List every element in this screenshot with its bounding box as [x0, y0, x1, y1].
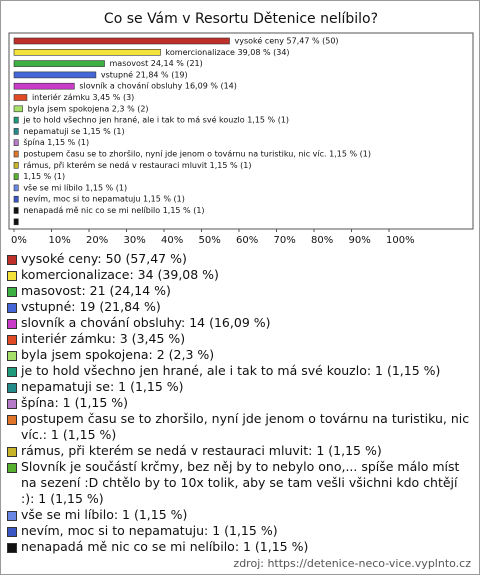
bar: [13, 116, 19, 124]
legend-swatch: [7, 383, 17, 393]
value-label: komercionalizace 39,08 % (34): [166, 48, 290, 57]
legend-swatch: [7, 399, 17, 409]
legend-item: rámus, při kterém se nedá v restauraci m…: [7, 443, 471, 459]
bar: [13, 150, 19, 158]
legend-item: je to hold všechno jen hrané, ale i tak …: [7, 363, 471, 379]
bar: [13, 60, 105, 67]
source: zdroj: https://detenice-neco-vice.vyplnt…: [233, 557, 471, 570]
legend-swatch: [7, 447, 17, 457]
chart-title: Co se Vám v Resortu Dětenice nelíbilo?: [104, 11, 378, 27]
legend-item: interiér zámku: 3 (3,45 %): [7, 331, 471, 347]
legend-label: vysoké ceny: 50 (57,47 %): [21, 251, 187, 266]
legend-label: komercionalizace: 34 (39,08 %): [21, 267, 219, 282]
legend-swatch: [7, 271, 17, 281]
legend-label: nepamatuji se: 1 (1,15 %): [21, 379, 184, 394]
value-label: byla jsem spokojena 2,3 % (2): [28, 104, 149, 113]
plot-frame: [8, 32, 474, 230]
legend-item: masovost: 21 (24,14 %): [7, 283, 471, 299]
legend-swatch: [7, 463, 17, 473]
bar: [13, 195, 19, 203]
legend-label: postupem času se to zhoršilo, nyní jde j…: [21, 411, 470, 442]
legend-label: nevím, moc si to nepamatuju: 1 (1,15 %): [21, 523, 278, 538]
bar: [13, 71, 97, 79]
value-label: vše se mi líbilo 1,15 % (1): [23, 182, 127, 192]
value-label: 1,15 % (1): [23, 172, 65, 181]
legend-item: vysoké ceny: 50 (57,47 %): [7, 251, 471, 267]
legend-swatch: [7, 527, 17, 537]
bar: [13, 128, 19, 135]
legend-swatch: [7, 543, 17, 553]
legend-label: rámus, při kterém se nedá v restauraci m…: [21, 443, 382, 458]
legend-swatch: [7, 255, 17, 265]
bar: [13, 207, 19, 214]
x-tick-label: 40%: [161, 235, 183, 246]
value-label: masovost 24,14 % (21): [110, 59, 203, 68]
bar: [13, 162, 19, 169]
legend-label: byla jsem spokojena: 2 (2,3 %): [21, 347, 215, 362]
legend-label: slovník a chování obsluhy: 14 (16,09 %): [21, 315, 271, 330]
bar: [13, 173, 19, 180]
legend-item: komercionalizace: 34 (39,08 %): [7, 267, 471, 283]
value-label: vysoké ceny 57,47 % (50): [235, 36, 339, 46]
legend-item: byla jsem spokojena: 2 (2,3 %): [7, 347, 471, 363]
value-label: slovník a chování obsluhy 16,09 % (14): [79, 82, 237, 91]
legend-item: vše se mi líbilo: 1 (1,15 %): [7, 507, 471, 523]
x-tick-label: 30%: [124, 235, 146, 246]
bar: [13, 139, 19, 146]
legend-label: špína: 1 (1,15 %): [21, 395, 129, 410]
bar: [13, 218, 19, 226]
value-label: nevím, moc si to nepamatuju 1,15 % (1): [23, 195, 185, 204]
value-label: špína 1,15 % (1): [23, 137, 89, 147]
x-tick-label: 90%: [349, 235, 371, 246]
legend-label: je to hold všechno jen hrané, ale i tak …: [21, 363, 441, 378]
legend-swatch: [7, 319, 17, 329]
legend-label: Slovník je součástí krčmy, bez něj by to…: [21, 459, 460, 506]
value-label: nepamatuji se 1,15 % (1): [23, 127, 124, 136]
chart: Co se Vám v Resortu Dětenice nelíbilo? 0…: [8, 11, 474, 246]
legend-swatch: [7, 351, 17, 361]
legend-swatch: [7, 415, 17, 425]
value-label: vstupné 21,84 % (19): [101, 69, 188, 79]
legend-label: interiér zámku: 3 (3,45 %): [21, 331, 186, 346]
x-tick-label: 70%: [274, 235, 296, 246]
x-tick-label: 20%: [86, 235, 108, 246]
legend-item: špína: 1 (1,15 %): [7, 395, 471, 411]
value-label: interiér zámku 3,45 % (3): [32, 92, 134, 102]
x-tick-label: 100%: [386, 235, 415, 246]
bar: [13, 184, 19, 192]
x-tick-label: 60%: [236, 235, 258, 246]
legend-swatch: [7, 511, 17, 521]
legend-label: vše se mi líbilo: 1 (1,15 %): [21, 507, 188, 522]
legend-item: vstupné: 19 (21,84 %): [7, 299, 471, 315]
legend-item: Slovník je součástí krčmy, bez něj by to…: [7, 459, 471, 507]
legend-label: masovost: 21 (24,14 %): [21, 283, 171, 298]
bar: [13, 37, 230, 45]
legend-swatch: [7, 335, 17, 345]
legend-label: nenapadá mě nic co se mi nelíbilo: 1 (1,…: [21, 539, 309, 554]
legend-item: nepamatuji se: 1 (1,15 %): [7, 379, 471, 395]
bar: [13, 105, 23, 113]
legend-swatch: [7, 367, 17, 377]
value-label: rámus, při kterém se nedá v restauraci m…: [23, 160, 251, 170]
value-label: je to hold všechno jen hrané, ale i tak …: [22, 115, 289, 125]
legend-label: vstupné: 19 (21,84 %): [21, 299, 161, 314]
bar: [13, 94, 28, 101]
value-label: postupem času se to zhoršilo, nyní jde j…: [23, 149, 371, 159]
legend-item: nevím, moc si to nepamatuju: 1 (1,15 %): [7, 523, 471, 539]
x-tick-label: 80%: [311, 235, 333, 246]
legend: vysoké ceny: 50 (57,47 %) komercionalizac…: [7, 251, 471, 555]
legend-item: nenapadá mě nic co se mi nelíbilo: 1 (1,…: [7, 539, 471, 555]
legend-item: slovník a chování obsluhy: 14 (16,09 %): [7, 315, 471, 331]
bar: [13, 82, 75, 90]
legend-swatch: [7, 303, 17, 313]
legend-swatch: [7, 287, 17, 297]
x-tick-label: 10%: [49, 235, 71, 246]
bar: [13, 48, 161, 56]
legend-item: postupem času se to zhoršilo, nyní jde j…: [7, 411, 471, 443]
x-tick-label: 50%: [199, 235, 221, 246]
x-tick-label: 0%: [11, 235, 27, 246]
value-label: nenapadá mě nic co se mi nelíbilo 1,15 %…: [23, 206, 204, 215]
